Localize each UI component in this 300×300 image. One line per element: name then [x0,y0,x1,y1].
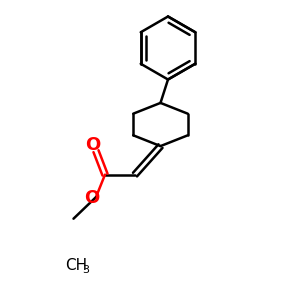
Text: 3: 3 [82,265,90,275]
Text: O: O [84,189,99,207]
Text: CH: CH [65,258,88,273]
Text: O: O [85,136,100,154]
